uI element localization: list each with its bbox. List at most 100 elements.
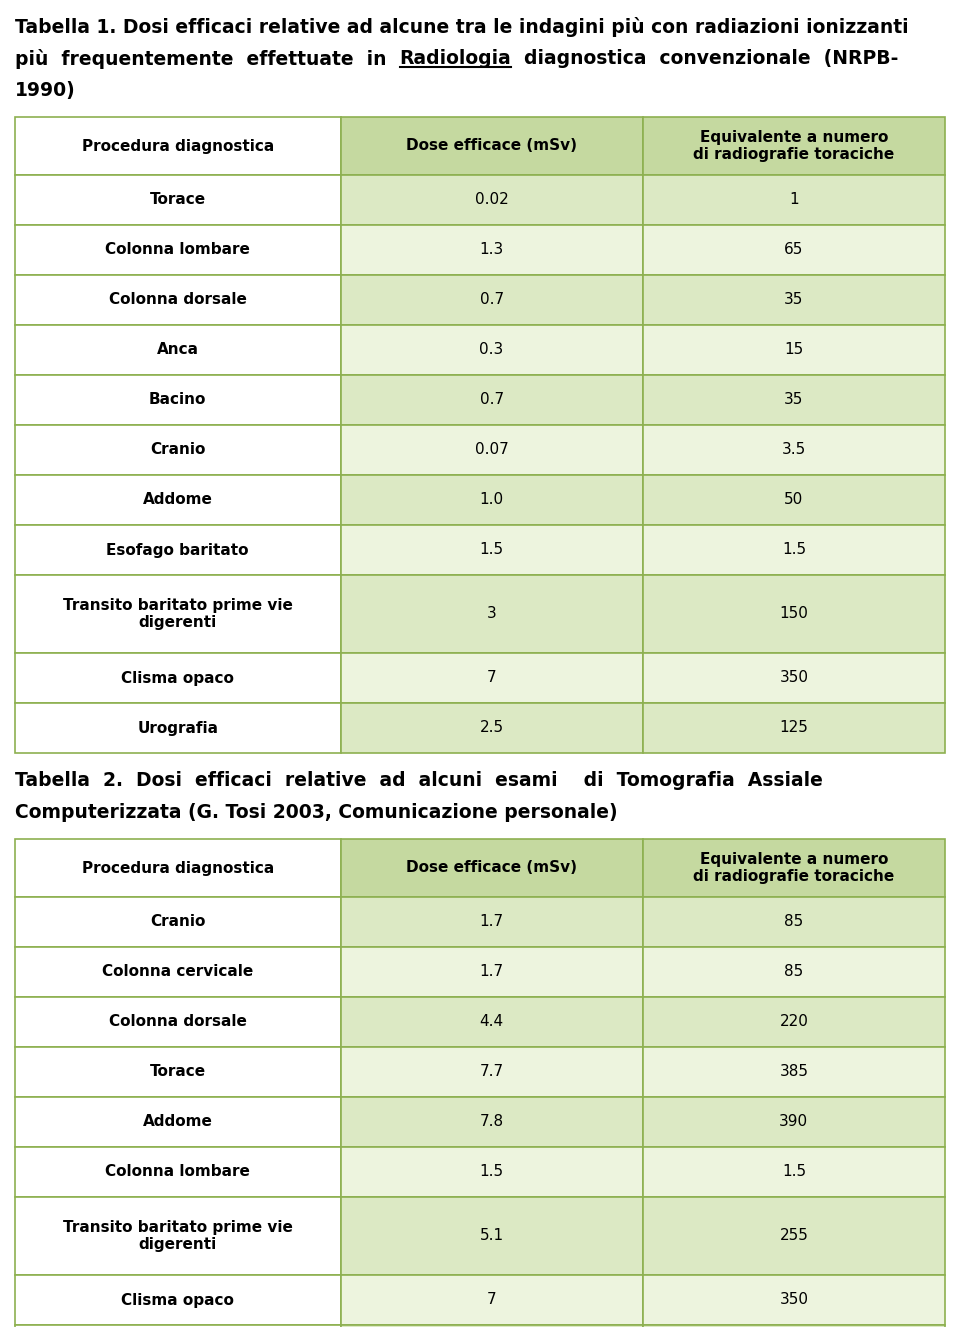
Bar [341,475,643,525]
Bar [15,1275,341,1324]
Bar [341,839,643,897]
Text: Dose efficace (mSv): Dose efficace (mSv) [406,138,577,154]
Text: Urografia: Urografia [137,721,218,735]
Text: Tabella 1. Dosi efficaci relative ad alcune tra le indagini più con radiazioni i: Tabella 1. Dosi efficaci relative ad alc… [15,17,908,37]
Text: 1.5: 1.5 [781,543,806,557]
Text: 390: 390 [780,1115,808,1129]
Text: 85: 85 [784,914,804,929]
Text: 65: 65 [784,243,804,257]
Text: 35: 35 [784,393,804,407]
Bar [15,575,341,653]
Text: 1.3: 1.3 [479,243,504,257]
Bar [15,653,341,703]
Text: Colonna lombare: Colonna lombare [106,243,251,257]
Text: 7.8: 7.8 [480,1115,504,1129]
Text: 3: 3 [487,606,496,621]
Text: 1.7: 1.7 [480,965,504,979]
Bar [341,226,643,275]
Text: 1: 1 [789,192,799,207]
Text: Transito baritato prime vie
digerenti: Transito baritato prime vie digerenti [62,1220,293,1253]
Bar [643,703,945,752]
Text: 4.4: 4.4 [480,1015,504,1030]
Text: 0.7: 0.7 [480,393,504,407]
Bar [341,425,643,475]
Text: 1990): 1990) [15,81,76,100]
Bar [643,1275,945,1324]
Text: 0.3: 0.3 [479,342,504,357]
Text: 1.7: 1.7 [480,914,504,929]
Bar [643,226,945,275]
Text: Cranio: Cranio [150,914,205,929]
Bar [341,653,643,703]
Text: 350: 350 [780,670,808,686]
Text: 1.5: 1.5 [781,1165,806,1180]
Bar [15,475,341,525]
Bar [341,325,643,376]
Text: 350: 350 [780,1292,808,1307]
Bar [15,175,341,226]
Bar [341,175,643,226]
Text: Tabella  2.  Dosi  efficaci  relative  ad  alcuni  esami    di  Tomografia  Assi: Tabella 2. Dosi efficaci relative ad alc… [15,771,823,790]
Text: Anca: Anca [156,342,199,357]
Bar [341,1197,643,1275]
Text: diagnostica  convenzionale  (NRPB-: diagnostica convenzionale (NRPB- [512,49,899,68]
Text: Torace: Torace [150,192,205,207]
Text: Addome: Addome [143,1115,213,1129]
Text: Colonna cervicale: Colonna cervicale [102,965,253,979]
Bar [15,376,341,425]
Text: 0.7: 0.7 [480,292,504,308]
Text: Radiologia: Radiologia [399,49,512,68]
Bar [643,1097,945,1147]
Text: 0.07: 0.07 [475,442,509,458]
Text: Torace: Torace [150,1064,205,1079]
Bar [15,1097,341,1147]
Bar [341,275,643,325]
Text: più  frequentemente  effettuate  in: più frequentemente effettuate in [15,49,399,69]
Bar [15,525,341,575]
Bar [15,325,341,376]
Bar [643,275,945,325]
Text: Equivalente a numero
di radiografie toraciche: Equivalente a numero di radiografie tora… [693,130,895,162]
Text: 255: 255 [780,1229,808,1243]
Bar [643,175,945,226]
Bar [341,1147,643,1197]
Bar [15,425,341,475]
Bar [643,897,945,947]
Bar [643,839,945,897]
Bar [15,1047,341,1097]
Text: Equivalente a numero
di radiografie toraciche: Equivalente a numero di radiografie tora… [693,852,895,884]
Text: 150: 150 [780,606,808,621]
Text: Bacino: Bacino [149,393,206,407]
Bar [643,947,945,997]
Text: Procedura diagnostica: Procedura diagnostica [82,860,274,876]
Text: 1.5: 1.5 [480,543,504,557]
Text: 50: 50 [784,492,804,507]
Text: Colonna dorsale: Colonna dorsale [108,292,247,308]
Text: Transito baritato prime vie
digerenti: Transito baritato prime vie digerenti [62,597,293,630]
Bar [643,376,945,425]
Text: 125: 125 [780,721,808,735]
Text: 7.7: 7.7 [480,1064,504,1079]
Bar [341,525,643,575]
Bar [341,997,643,1047]
Bar [643,997,945,1047]
Bar [15,839,341,897]
Bar [15,1147,341,1197]
Bar [15,947,341,997]
Bar [15,1324,341,1327]
Bar [15,117,341,175]
Text: 7: 7 [487,1292,496,1307]
Bar [643,1047,945,1097]
Bar [15,703,341,752]
Bar [341,1324,643,1327]
Bar [341,376,643,425]
Text: 5.1: 5.1 [480,1229,504,1243]
Bar [15,275,341,325]
Text: 35: 35 [784,292,804,308]
Text: 220: 220 [780,1015,808,1030]
Bar [643,1197,945,1275]
Text: Colonna lombare: Colonna lombare [106,1165,251,1180]
Text: 1.5: 1.5 [480,1165,504,1180]
Text: Esofago baritato: Esofago baritato [107,543,249,557]
Bar [643,325,945,376]
